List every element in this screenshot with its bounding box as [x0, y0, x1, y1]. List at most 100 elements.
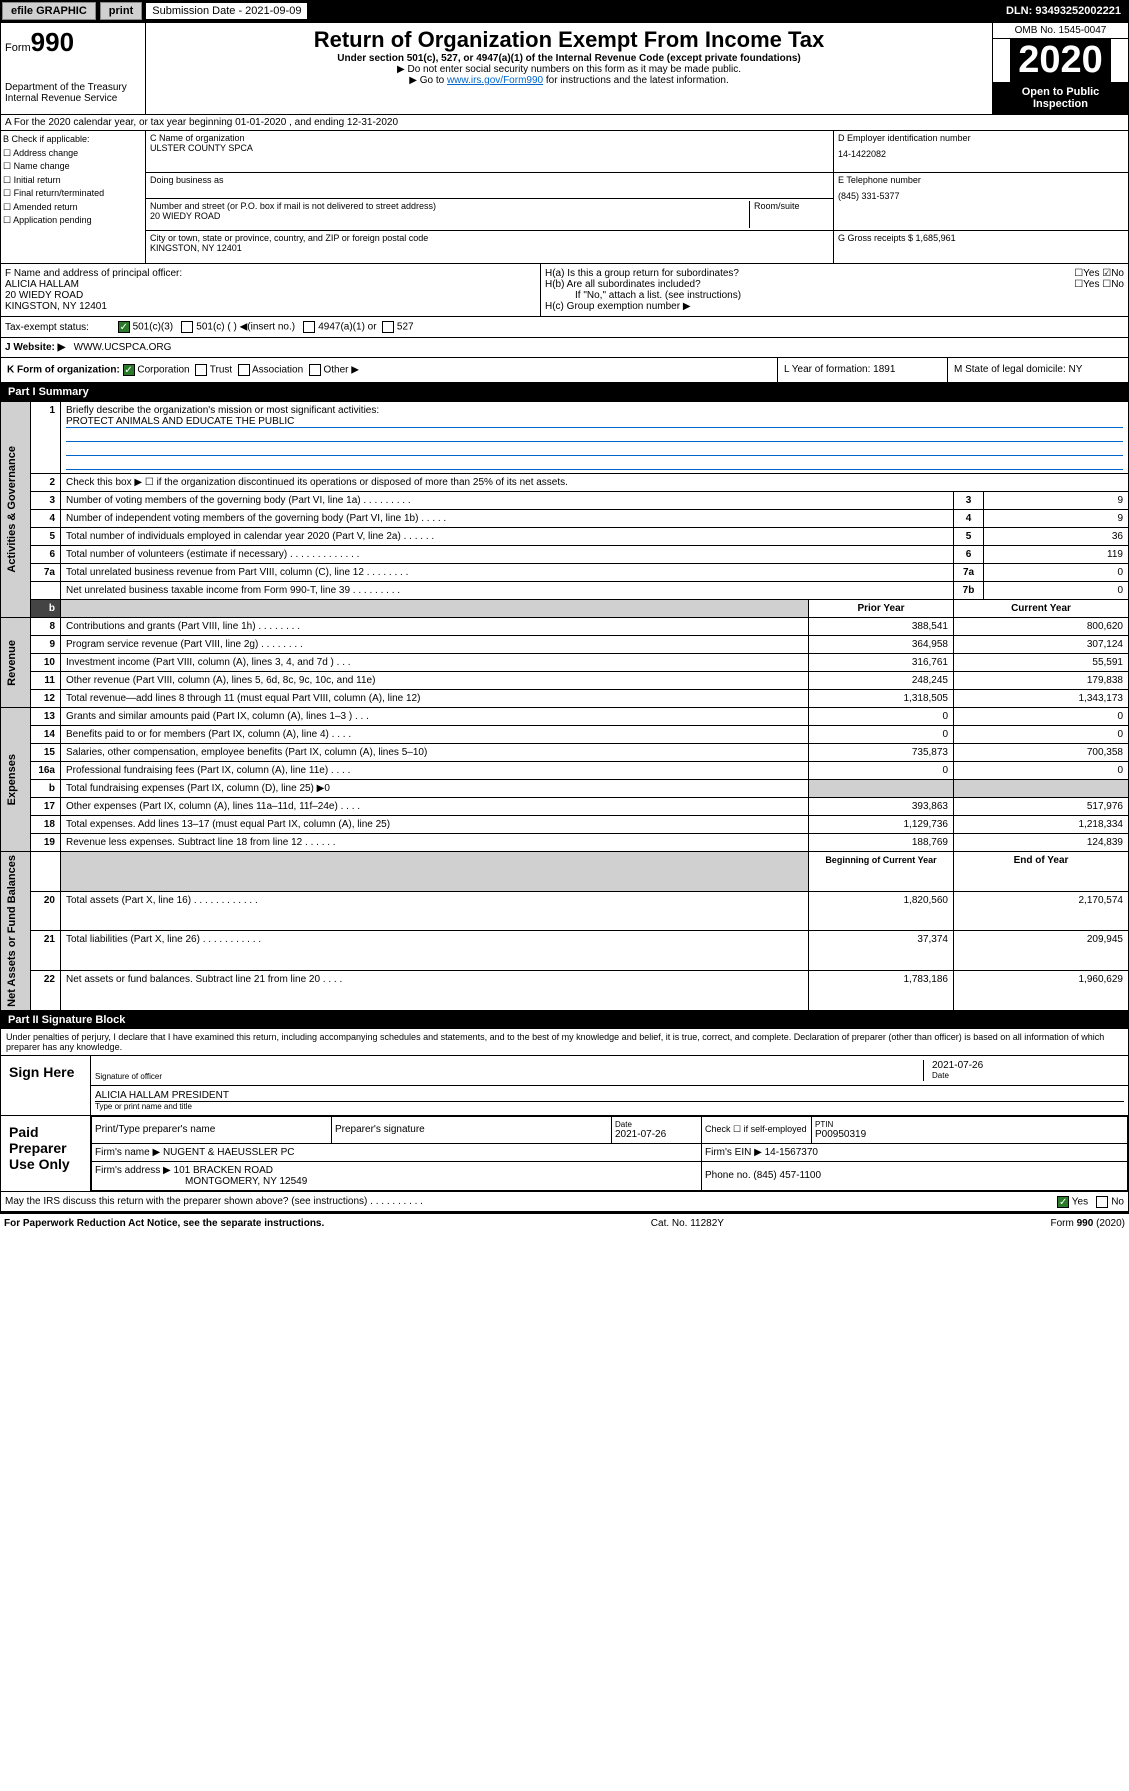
line17: Other expenses (Part IX, column (A), lin… — [61, 798, 809, 816]
b-name-change[interactable]: ☐ Name change — [3, 160, 143, 174]
summary-table: Activities & Governance 1 Briefly descri… — [0, 401, 1129, 1011]
p20: 1,820,560 — [809, 891, 954, 931]
val7b: 0 — [984, 582, 1129, 600]
line11: Other revenue (Part VIII, column (A), li… — [61, 672, 809, 690]
p17: 393,863 — [809, 798, 954, 816]
side-netassets: Net Assets or Fund Balances — [6, 855, 18, 1007]
prep-name-label: Print/Type preparer's name — [92, 1116, 332, 1143]
p11: 248,245 — [809, 672, 954, 690]
mission-text: PROTECT ANIMALS AND EDUCATE THE PUBLIC — [66, 416, 1123, 428]
p19: 188,769 — [809, 834, 954, 852]
line19: Revenue less expenses. Subtract line 18 … — [61, 834, 809, 852]
tax-year: 2020 — [1010, 39, 1111, 82]
side-governance: Activities & Governance — [6, 446, 18, 573]
c8: 800,620 — [954, 618, 1129, 636]
c12: 1,343,173 — [954, 690, 1129, 708]
ptin: P00950319 — [815, 1129, 1124, 1140]
sig-officer-label: Signature of officer — [95, 1072, 923, 1081]
website-row: J Website: ▶ WWW.UCSPCA.ORG — [0, 338, 1129, 358]
line5: Total number of individuals employed in … — [61, 528, 954, 546]
officer-name-title: ALICIA HALLAM PRESIDENT — [95, 1090, 1124, 1102]
p8: 388,541 — [809, 618, 954, 636]
ssn-note: ▶ Do not enter social security numbers o… — [150, 64, 988, 75]
firm-addr2: MONTGOMERY, NY 12549 — [95, 1176, 307, 1187]
form-footer: Form 990 (2020) — [1051, 1218, 1125, 1229]
form-title: Return of Organization Exempt From Incom… — [150, 27, 988, 53]
p16a: 0 — [809, 762, 954, 780]
other-check[interactable] — [309, 364, 321, 376]
c15: 700,358 — [954, 744, 1129, 762]
line16b: Total fundraising expenses (Part IX, col… — [61, 780, 809, 798]
c14: 0 — [954, 726, 1129, 744]
paid-preparer-label: Paid Preparer Use Only — [1, 1116, 91, 1191]
p15: 735,873 — [809, 744, 954, 762]
end-hdr: End of Year — [954, 852, 1129, 892]
print-button[interactable]: print — [100, 2, 142, 20]
tel-label: E Telephone number — [838, 175, 1124, 185]
irs-link[interactable]: www.irs.gov/Form990 — [447, 75, 543, 86]
cat-number: Cat. No. 11282Y — [651, 1218, 724, 1229]
city-label: City or town, state or province, country… — [150, 233, 829, 243]
p14: 0 — [809, 726, 954, 744]
org-city: KINGSTON, NY 12401 — [150, 243, 829, 253]
corp-check[interactable]: ✓ — [123, 364, 135, 376]
form-number: Form990 — [5, 27, 141, 58]
addr-label: Number and street (or P.O. box if mail i… — [150, 201, 749, 211]
line4: Number of independent voting members of … — [61, 510, 954, 528]
perjury-declaration: Under penalties of perjury, I declare th… — [1, 1029, 1128, 1055]
curr-hdr: Current Year — [954, 600, 1129, 618]
line10: Investment income (Part VIII, column (A)… — [61, 654, 809, 672]
self-employed[interactable]: Check ☐ if self-employed — [702, 1116, 812, 1143]
b-title: B Check if applicable: — [3, 133, 143, 147]
firm-name: NUGENT & HAEUSSLER PC — [163, 1147, 295, 1158]
trust-check[interactable] — [195, 364, 207, 376]
line18: Total expenses. Add lines 13–17 (must eq… — [61, 816, 809, 834]
state-domicile: M State of legal domicile: NY — [948, 358, 1128, 382]
hc-label: H(c) Group exemption number ▶ — [545, 301, 1124, 312]
pra-notice: For Paperwork Reduction Act Notice, see … — [4, 1218, 324, 1229]
val3: 9 — [984, 492, 1129, 510]
discuss-yes[interactable]: ✓ — [1057, 1196, 1069, 1208]
assoc-check[interactable] — [238, 364, 250, 376]
discuss-row: May the IRS discuss this return with the… — [1, 1191, 1128, 1211]
b-addr-change[interactable]: ☐ Address change — [3, 147, 143, 161]
prior-hdr: Prior Year — [809, 600, 954, 618]
top-bar: efile GRAPHIC print Submission Date - 20… — [0, 0, 1129, 22]
c19: 124,839 — [954, 834, 1129, 852]
p9: 364,958 — [809, 636, 954, 654]
part1-header: Part I Summary — [0, 383, 1129, 401]
501c3-check[interactable]: ✓ — [118, 321, 130, 333]
form-subtitle: Under section 501(c), 527, or 4947(a)(1)… — [150, 53, 988, 64]
4947-check[interactable] — [303, 321, 315, 333]
officer-addr1: 20 WIEDY ROAD — [5, 290, 536, 301]
firm-addr1: 101 BRACKEN ROAD — [174, 1165, 273, 1176]
p21: 37,374 — [809, 931, 954, 971]
val7a: 0 — [984, 564, 1129, 582]
efile-label: efile GRAPHIC — [2, 2, 96, 20]
line2: Check this box ▶ ☐ if the organization d… — [61, 474, 1129, 492]
b-pending[interactable]: ☐ Application pending — [3, 214, 143, 228]
b-final[interactable]: ☐ Final return/terminated — [3, 187, 143, 201]
line12: Total revenue—add lines 8 through 11 (mu… — [61, 690, 809, 708]
footer: For Paperwork Reduction Act Notice, see … — [0, 1212, 1129, 1233]
firm-ein: 14-1567370 — [765, 1147, 818, 1158]
discuss-no[interactable] — [1096, 1196, 1108, 1208]
tax-exempt-row: Tax-exempt status: ✓ 501(c)(3) 501(c) ( … — [0, 317, 1129, 338]
527-check[interactable] — [382, 321, 394, 333]
c17: 517,976 — [954, 798, 1129, 816]
year-formation: L Year of formation: 1891 — [778, 358, 948, 382]
firm-phone: (845) 457-1100 — [753, 1170, 821, 1181]
501c-check[interactable] — [181, 321, 193, 333]
sign-here-label: Sign Here — [1, 1056, 91, 1115]
dba-label: Doing business as — [150, 175, 829, 185]
hb-note: If "No," attach a list. (see instruction… — [545, 290, 1124, 301]
p10: 316,761 — [809, 654, 954, 672]
b-amended[interactable]: ☐ Amended return — [3, 201, 143, 215]
c22: 1,960,629 — [954, 971, 1129, 1011]
c9: 307,124 — [954, 636, 1129, 654]
part2-header: Part II Signature Block — [0, 1011, 1129, 1029]
line8: Contributions and grants (Part VIII, lin… — [61, 618, 809, 636]
c11: 179,838 — [954, 672, 1129, 690]
b-initial[interactable]: ☐ Initial return — [3, 174, 143, 188]
section-klm: K Form of organization: ✓ Corporation Tr… — [0, 358, 1129, 383]
